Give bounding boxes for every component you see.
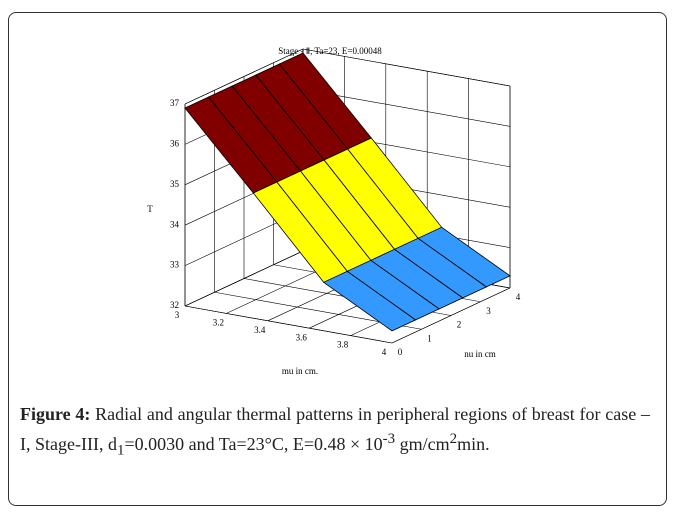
y-tick-label: 1	[427, 333, 432, 343]
y-tick-label: 3	[486, 306, 491, 316]
figure-frame	[8, 12, 667, 506]
caption-text: min.	[457, 434, 490, 454]
z-axis-label: T	[147, 204, 153, 214]
caption-sup: -3	[382, 431, 396, 447]
z-tick-label: 37	[170, 98, 180, 108]
x-tick-label: 3.4	[254, 325, 266, 335]
chart: Stage - Ⅱ, Ta=23, E=0.00048 mu in cm. nu…	[147, 46, 521, 376]
caption-sup: 2	[449, 431, 458, 447]
x-tick-label: 4	[382, 347, 387, 357]
z-tick-label: 35	[170, 179, 180, 189]
caption-label: Figure 4:	[20, 404, 91, 424]
grid-line	[302, 48, 511, 87]
z-tick-label: 34	[170, 219, 180, 229]
x-axis-label: mu in cm.	[282, 366, 318, 376]
caption: Figure 4: Radial and angular thermal pat…	[20, 402, 650, 464]
x-tick-label: 3.2	[213, 317, 224, 327]
z-tick-label: 33	[170, 260, 180, 270]
y-axis-label: nu in cm	[464, 349, 496, 359]
caption-sub: 1	[116, 442, 125, 459]
caption-text: Radial and angular thermal patterns in p…	[20, 404, 651, 454]
x-tick-label: 3.6	[296, 332, 308, 342]
y-tick-label: 4	[516, 292, 521, 302]
caption-text: gm/cm	[395, 434, 450, 454]
y-tick-label: 0	[398, 347, 403, 357]
z-tick-label: 36	[170, 138, 180, 148]
caption-text: =0.0030 and Ta=23°C, E=0.48 × 10	[124, 434, 383, 454]
grid-line	[184, 305, 393, 344]
chart-title: Stage - Ⅱ, Ta=23, E=0.00048	[278, 46, 382, 56]
surface-patch	[417, 226, 511, 288]
z-tick-label: 32	[170, 300, 179, 310]
x-tick-label: 3	[175, 310, 180, 320]
x-tick-label: 3.8	[337, 340, 349, 350]
y-tick-label: 2	[457, 320, 462, 330]
